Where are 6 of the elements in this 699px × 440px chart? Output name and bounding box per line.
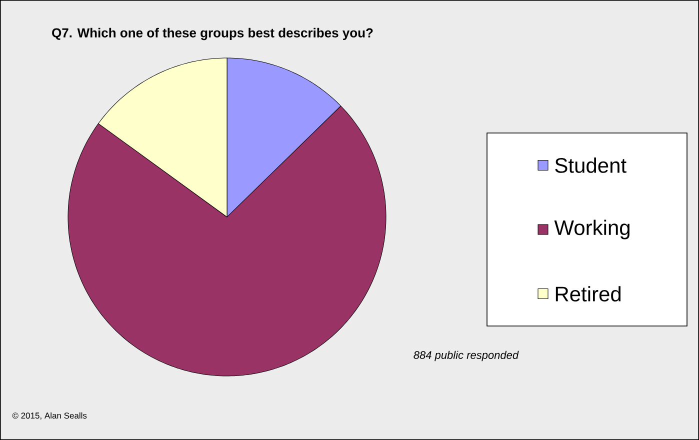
text: 884 public responded <box>414 350 519 362</box>
text: © 2015, Alan Sealls <box>12 412 87 420</box>
chart-title: Q7. Which one of these groups best describes you? <box>52 28 373 40</box>
legend-label: Retired <box>556 286 621 302</box>
legend-label: Student <box>555 157 626 173</box>
legend-label: Working <box>554 220 630 240</box>
